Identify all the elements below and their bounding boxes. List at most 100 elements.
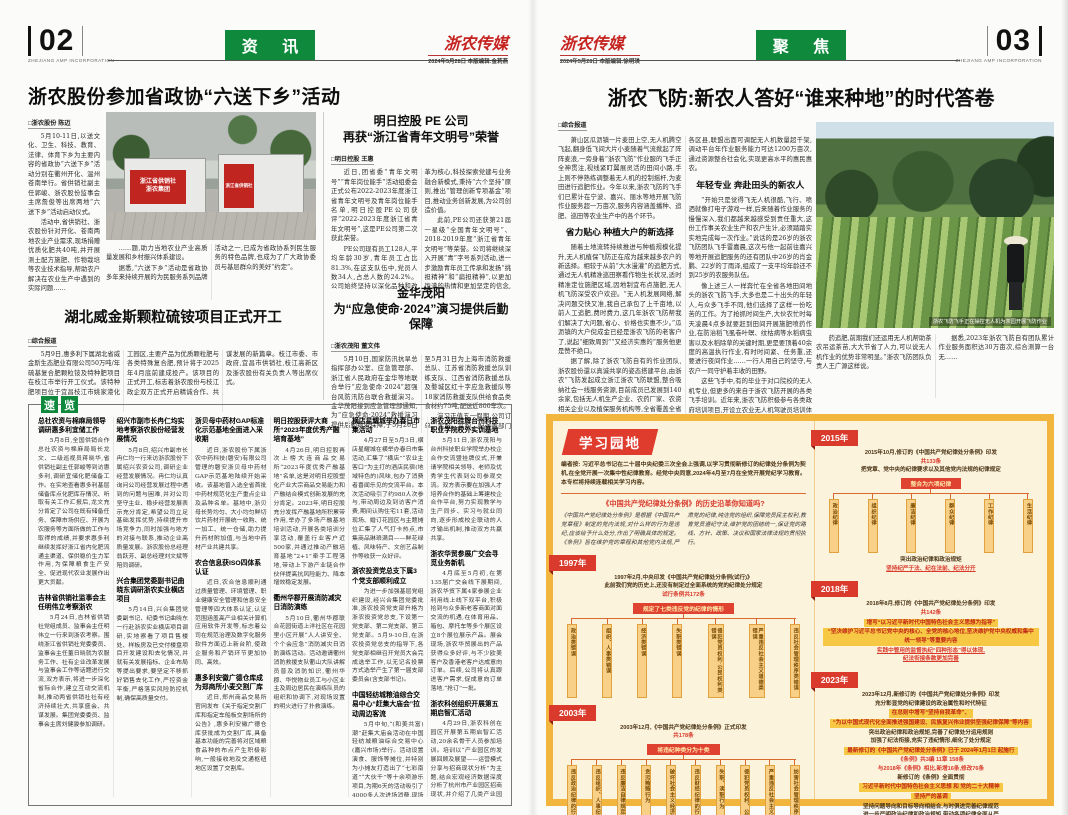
violation-category: 组织、人事类错误 — [602, 623, 613, 698]
violation-category: 违反廉洁自律规定的行为 — [616, 764, 627, 815]
byline: □浙农茂阳 董文伟 — [331, 342, 380, 352]
quick-news-item-body: 5月11日,浙农茂阳与台州科技职业学院举办校企合作交流暨挂牌仪式,开兼请学院相关… — [430, 438, 503, 542]
quick-news-item-body: 5月10日,衢州华郡联合花园街道上洋社区在花园里小区开展“人人讲安全、个个会应急… — [273, 615, 346, 711]
quick-news-item-body: 4月27日至5月3日,横店星耀城在横举办春日市集活动,汇集了“横店”“农业主客口… — [352, 438, 424, 560]
quick-news-item-body: 5月中旬,“(和美共富)潮”赶集大庙会活动在中国轻纺城粮油综合交易中心(嘉兴市场… — [352, 721, 424, 797]
quick-news-item: 浙农投资党总支下属3个党支部顺利成立 为进一步加强基层党组织建设,经兴合集团党委… — [352, 567, 424, 685]
quick-news-item-body: 4月底至5月初,在第135届广交会线下展期间,浙农华贸下属4家参展企业利用线上线… — [430, 571, 503, 693]
subhead-1: 省力贴心 种植大户的新选择 — [565, 226, 674, 237]
timeline-2018: 2018年 2018年8月,修订的《中国共产党纪律处分条例》印发 共142条 增… — [810, 578, 1039, 664]
lead-article-right: □综合报道 萧山区瓜沥镇一片麦田上空,无人机腾空飞起,翻身低飞间大片小麦随着气流… — [558, 122, 812, 414]
quick-news-item-title: 浙农茂阳挂牌台州科技职业学院校外实训基地 — [430, 418, 499, 435]
study-garden-panel: 学习园地 编者按: 习近平总书记在二十届中央纪委三次全会上强调,以学习贯彻新修订… — [546, 414, 1054, 815]
quick-news-item-title: 衢州华郡开展消防减灾日消防演练 — [273, 595, 342, 612]
quick-news-item-body: 4月29日,浙农科创在园区开展第五期启智汇活动,20余名骨干人员参加培训。培训以… — [430, 721, 503, 797]
corp-name: ZHEJIANG AMP INCORPORATION — [28, 58, 115, 63]
violation-category: 严重违反社会主义道德的行为 — [765, 764, 775, 815]
dateline: 2024年5月28日 本版编辑:徐明琪 — [560, 55, 640, 65]
quick-news-items: 总社农资与棉麻局领导调研惠多利宜储工作 5月8日,全国供销合作总社农资与棉麻局局… — [38, 417, 502, 797]
violation-category: 经济类错误 — [637, 623, 648, 698]
violation-category: 违反组织、人事纪律的行为 — [591, 764, 602, 815]
page-02: 02 ZHEJIANG AMP INCORPORATION 资 讯 浙农传媒 2… — [28, 24, 512, 806]
lead-article-under-photo: 药追肥,前期我们还运用无人机帮助茶农吊运茶苗,大大节省了人力,可以说无人机作业的… — [816, 335, 1054, 371]
byline: □明日控股 王惠 — [331, 156, 374, 166]
dateline: 2024年5月28日 本版编辑:金莉燕 — [428, 55, 508, 65]
quick-news-item-title: 绍兴市副市长冉仁均实地考察浙农股份经营发展情况 — [116, 418, 185, 444]
photo-caption: 浙农飞防飞手正在操控无人机为茶园开展飞防作业 — [928, 317, 1051, 326]
quick-news-item: 惠多利安徽广德仓库成为郑商所小麦交割厂库 近日,郑州商品交易所官网发布《关于指定… — [195, 674, 267, 774]
quick-news-item-title: 惠多利安徽广德仓库成为郑商所小麦交割厂库 — [195, 674, 263, 691]
corp-name: ZHEJIANG AMP INCORPORATION — [955, 58, 1042, 63]
quick-news-label: 速 览 — [41, 396, 78, 413]
violation-category: 违反财经纪律的行为 — [690, 764, 701, 815]
byline: □综合报道 — [28, 338, 57, 347]
quick-news-item: 浙农茂阳挂牌台州科技职业学院校外实训基地 5月11日,浙农茂阳与台州科技职业学院… — [431, 417, 503, 544]
headline-lead-left: 浙农股份参加省政协“六送下乡”活动 — [28, 87, 341, 108]
quick-news-item-body: 近日,郑州商品交易所官网发布《关于指定交割厂库和指定车船板交割场所的公告》,惠多… — [195, 695, 267, 772]
article-hubei: 湖北威金斯颗粒硫铵项目正式开工 □综合报道 5月9日,惠多利下属湖北省威金斯生态… — [28, 306, 318, 412]
page-03: 浙农传媒 2024年5月28日 本版编辑:徐明琪 聚 焦 03 ZHEJIANG… — [534, 0, 1068, 815]
masthead-left: 浙农传媒 2024年5月28日 本版编辑:金莉燕 — [428, 34, 508, 65]
discipline-category: 组织纪律 — [867, 498, 878, 553]
subhead-2: 年轻专业 奔赴田头的新农人 — [696, 179, 805, 190]
editor-note: 编者按: 习近平总书记在二十届中央纪委三次全会上强调,以学习贯彻新修订的纪律处分… — [561, 462, 806, 486]
quick-news-item-body: 5月14日,兴合集团党委副书记、纪委书记曲晓东一行赴浙农实业横店项目调研,实地察… — [116, 607, 189, 702]
violation-category: 妨害社会管理秩序的行为 — [789, 764, 800, 815]
quick-news-item-body: 5月8日,全国供销合作总社农资与棉麻局局长龙文、二级巡视员蒋晓华,省供销社副主任… — [38, 438, 110, 587]
quick-news-item-title: 横店星耀城举办春日市集活动 — [352, 418, 420, 435]
forest — [816, 122, 1054, 221]
quick-news-item: 衢州华郡开展消防减灾日消防演练 5月10日,衢州华郡联合花园街道上洋社区在花园里… — [274, 594, 346, 712]
violation-category: 违反社会管理秩序类错误 — [789, 623, 800, 698]
discipline-category: 工作纪律 — [984, 498, 995, 553]
timeline-2003: 2003年 2003年12月,《中国共产党纪律处分条例》正式印发 共178条 将… — [549, 702, 806, 815]
quick-news-item-title: 农合信息获ISO四体系认证 — [195, 559, 262, 576]
violation-category: 失职类错误 — [672, 623, 683, 698]
headline-hubei: 湖北威金斯颗粒硫铵项目正式开工 — [64, 310, 282, 326]
violation-category: 侵犯党员权利·公民权利类错误 — [707, 623, 724, 698]
quick-news-box: 速 览 总社农资与棉麻局领导调研惠多利宜储工作 5月8日,全国供销合作总社农资与… — [28, 396, 512, 806]
violation-category: 失职、渎职行为 — [715, 764, 726, 815]
study-garden-title: 学习园地 — [561, 429, 659, 455]
byline: □浙农股份 陈迈 — [28, 120, 71, 129]
quick-news-item: 浙贝母中药材GAP标准化示范基地全面进入采收期 近日,浙农股份下属浙农中药科技(… — [195, 417, 267, 553]
discipline-category: 廉洁纪律 — [906, 498, 917, 553]
quick-news-item-title: 总社农资与棉麻局领导调研惠多利宜储工作 — [38, 418, 106, 435]
masthead-right: 浙农传媒 2024年5月28日 本版编辑:徐明琪 — [560, 34, 640, 65]
quick-news-item-title: 明日控股获评大商所“2023年度优秀产融培育基地” — [273, 418, 340, 444]
drone-operator — [1002, 236, 1028, 310]
quick-news-item-title: 吉林省供销社监事会主任明伟立考察浙农 — [38, 594, 106, 612]
quick-news-item: 绍兴市副市长冉仁均实地考察浙农股份经营发展情况 5月8日,绍兴市副市长冉仁均一行… — [117, 417, 189, 571]
quick-news-item-title: 兴合集团党委副书记曲晓东调研浙农实业横店项目 — [116, 577, 185, 603]
quick-news-item-body: 4月26日,明日控股再次上榜大连商品交易所“2023年度优秀产融基地”名单,这是… — [273, 447, 346, 587]
lead-article-below-photo: ……题,助力当地农业产业高质量发展和乡村振兴体系建设。 据悉,“六送下乡”活动是… — [106, 245, 316, 282]
quick-news-item: 兴合集团党委副书记曲晓东调研浙农实业横店项目 5月14日,兴合集团党委副书记、纪… — [117, 577, 189, 704]
byline: □综合报道 — [558, 122, 587, 131]
violation-category: 贪污贿赂行为 — [641, 764, 652, 815]
violation-category: 侵犯党员权利、公民权利的行为 — [740, 764, 751, 815]
quick-news-item-body: 为进一步加强基层党组织建设,经兴合集团党委批准,浙农投资党支部升格为浙农投资党总… — [352, 588, 424, 684]
quick-news-item: 农合信息获ISO四体系认证 近日,农合信息顺利通过质量管理、环境管理、职业健康安… — [195, 559, 267, 668]
timeline-2023: 2023年 2023年12月,新修订的《中国共产党纪律处分条例》印发 充分彰显党… — [810, 669, 1039, 815]
violation-category: 政治类错误 — [567, 623, 577, 698]
timeline-1997: 1997年 1997年2月,中央印发《中国共产党纪律处分条例(试行)》 此前我们… — [549, 552, 806, 698]
quick-news-item-title: 浙农科创组织开展第五期启智汇活动 — [430, 701, 499, 718]
page-edge — [1061, 0, 1068, 815]
quick-news-item: 浙农华贸参展广交会寻觅业务新机 4月底至5月初,在第135届广交会线下展期间,浙… — [431, 550, 503, 694]
headline-lead-right: 浙农飞防:新农人答好“谁来种地”的时代答卷 — [607, 88, 995, 110]
violation-category: 破坏社会主义经济秩序的行为 — [666, 764, 676, 815]
timeline-2015: 2015年 2015年10月,修订的《中国共产党纪律处分条例》印发 共133条 … — [810, 427, 1039, 573]
truck-banner-2: 浙江省供销社 — [224, 164, 254, 208]
study-left-column: 学习园地 编者按: 习近平总书记在二十届中央纪委三次全会上强调,以学习贯彻新修订… — [549, 421, 815, 815]
discipline-category: 政治纪律 — [828, 498, 839, 553]
violation-category: 严重违反社会主义道德类错误 — [748, 623, 765, 698]
section-label-zixun: 资 讯 — [225, 30, 315, 60]
regulation-intro: 《中国共产党纪律处分条例》是根据《中国共产党章程》制定的党内法规,对什么样的行为… — [561, 512, 806, 546]
quick-news-item-title: 中国轻纺城粮油综合交易中心“赶集大庙会”拉动周边客流 — [352, 692, 420, 718]
quick-news-item-title: 浙农投资党总支下属3个党支部顺利成立 — [352, 568, 417, 585]
page-number-right: 03 ZHEJIANG AMP INCORPORATION — [955, 24, 1042, 63]
photo-trucks: 浙江省供销社 浙农集团 浙江省供销社 — [106, 112, 316, 240]
violation-category: 违反政治纪律的行为 — [567, 764, 577, 815]
hat — [1004, 236, 1028, 246]
quick-news-item-body: 5月24日,吉林省供销社党组成员、监事会主任明伟立一行来到浙农考察。围绕浙江省供… — [38, 615, 110, 728]
page-number-left: 02 ZHEJIANG AMP INCORPORATION — [28, 24, 115, 63]
